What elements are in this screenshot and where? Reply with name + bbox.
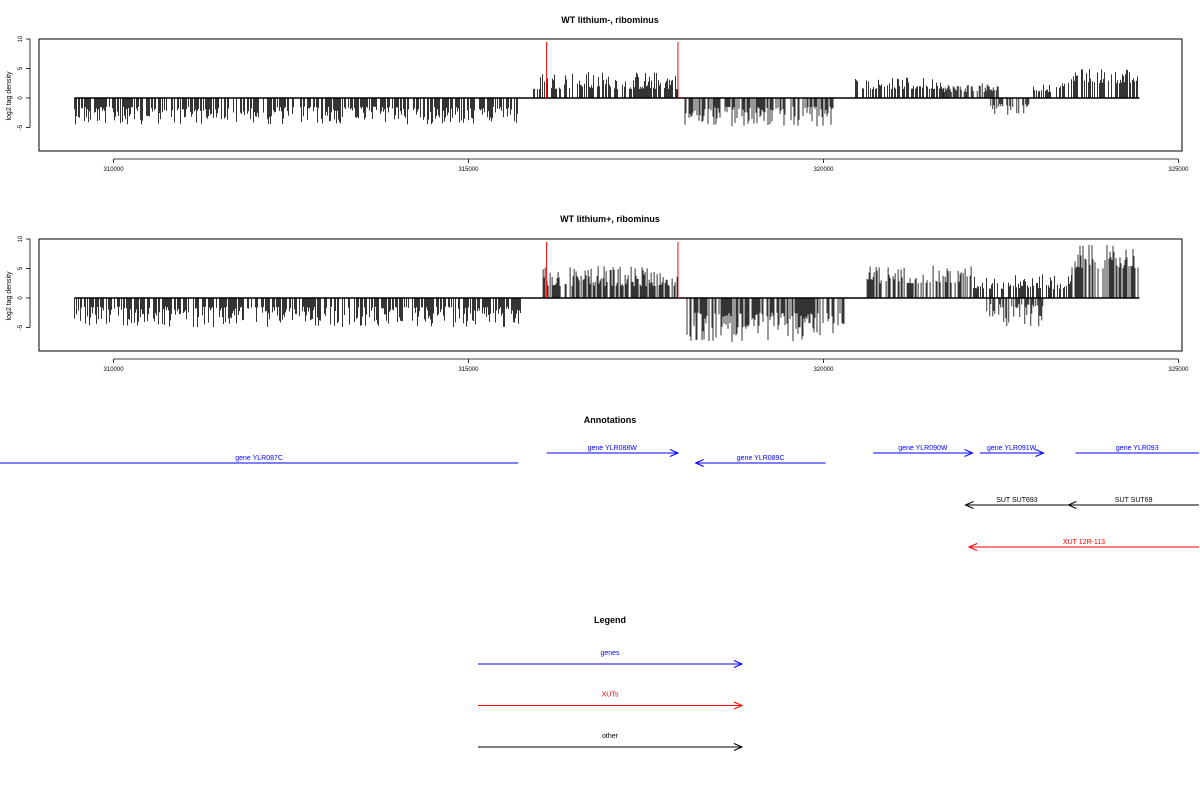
x-tick-label: 320000 bbox=[813, 367, 834, 373]
gene-feature: gene YLR091W bbox=[979, 445, 1045, 457]
y-axis-label: log2 tag density bbox=[6, 71, 13, 121]
gene-feature: gene YLR089C bbox=[694, 455, 826, 467]
annotation-label: SUT SUT69 bbox=[1115, 497, 1153, 504]
x-tick-label: 315000 bbox=[458, 367, 479, 373]
y-tick-label: 5 bbox=[18, 66, 24, 70]
annotation-label: gene YLR091W bbox=[987, 445, 1037, 452]
arrow-head bbox=[1067, 501, 1077, 509]
y-tick-label: 5 bbox=[18, 266, 24, 270]
plot-frame bbox=[38, 238, 1183, 352]
annotation-label: SUT SUT693 bbox=[996, 497, 1038, 504]
y-axis: -5 0 5 10 bbox=[18, 35, 31, 130]
annotation-suts: SUT SUT693 SUT SUT69 bbox=[964, 497, 1199, 509]
coverage-bars bbox=[74, 69, 1140, 127]
arrow-head bbox=[964, 501, 974, 509]
legend-item-other: other bbox=[478, 733, 744, 751]
y-axis-label: log2 tag density bbox=[6, 271, 13, 321]
gene-feature: gene YLR088W bbox=[546, 445, 680, 457]
marker-lines bbox=[546, 41, 679, 98]
legend-label: genes bbox=[600, 650, 620, 657]
annotation-genes: gene YLR087C gene YLR088W gene YLR089C gene… bbox=[0, 445, 1199, 467]
x-axis: 310000 315000 320000 325000 bbox=[104, 158, 1189, 173]
annotation-label: gene YLR090W bbox=[898, 445, 948, 452]
legend: genes XUTs other bbox=[478, 650, 744, 751]
legend-item-xut: XUTs bbox=[478, 692, 744, 710]
annotation-label: gene YLR088W bbox=[588, 445, 638, 452]
y-tick-label: 0 bbox=[18, 96, 24, 100]
x-tick-label: 310000 bbox=[104, 367, 125, 373]
xut-feature: XUT 12R-113 bbox=[967, 539, 1199, 551]
legend-title: Legend bbox=[594, 615, 626, 625]
x-tick-label: 315000 bbox=[458, 167, 479, 173]
y-tick-label: 10 bbox=[18, 35, 24, 42]
legend-item-gene: genes bbox=[478, 650, 744, 668]
coverage-bars bbox=[74, 245, 1140, 343]
arrow-head bbox=[669, 449, 680, 457]
gene-feature: gene YLR093 bbox=[1075, 445, 1199, 454]
y-tick-label: 0 bbox=[18, 296, 24, 300]
x-tick-label: 320000 bbox=[813, 167, 834, 173]
annotation-xuts: XUT 12R-113 bbox=[967, 539, 1199, 551]
y-tick-label: -5 bbox=[18, 324, 24, 330]
annotations-title: Annotations bbox=[584, 415, 637, 425]
arrow-head bbox=[733, 743, 744, 751]
track-panel-lithium-plus: WT lithium+, ribominus log2 tag density … bbox=[6, 214, 1189, 373]
annotation-label: XUT 12R-113 bbox=[1063, 539, 1105, 546]
plot-frame bbox=[38, 38, 1183, 152]
gene-feature: gene YLR087C bbox=[0, 455, 519, 464]
arrow-head bbox=[967, 543, 978, 551]
track-panel-lithium-minus: WT lithium-, ribominus log2 tag density … bbox=[6, 15, 1189, 173]
x-axis: 310000 315000 320000 325000 bbox=[104, 358, 1189, 373]
arrow-head bbox=[964, 449, 974, 457]
y-tick-label: 10 bbox=[18, 235, 24, 242]
x-tick-label: 325000 bbox=[1168, 367, 1189, 373]
annotation-label: gene YLR087C bbox=[235, 455, 283, 462]
x-tick-label: 310000 bbox=[104, 167, 125, 173]
annotation-label: gene YLR089C bbox=[737, 455, 785, 462]
sut-feature: SUT SUT693 bbox=[964, 497, 1069, 509]
arrow-head bbox=[1035, 449, 1045, 457]
x-tick-label: 325000 bbox=[1168, 167, 1189, 173]
gene-feature: gene YLR090W bbox=[873, 445, 974, 457]
arrow-head bbox=[733, 660, 744, 668]
marker-lines bbox=[546, 241, 679, 298]
panel-title: WT lithium+, ribominus bbox=[560, 214, 660, 224]
annotation-label: gene YLR093 bbox=[1116, 445, 1159, 452]
y-axis: -5 0 5 10 bbox=[18, 235, 31, 330]
arrow-head bbox=[733, 701, 744, 710]
legend-label: other bbox=[602, 733, 619, 740]
panel-title: WT lithium-, ribominus bbox=[561, 15, 659, 25]
legend-label: XUTs bbox=[602, 692, 619, 699]
arrow-head bbox=[694, 459, 704, 467]
sut-feature: SUT SUT69 bbox=[1067, 497, 1199, 509]
y-tick-label: -5 bbox=[18, 124, 24, 130]
